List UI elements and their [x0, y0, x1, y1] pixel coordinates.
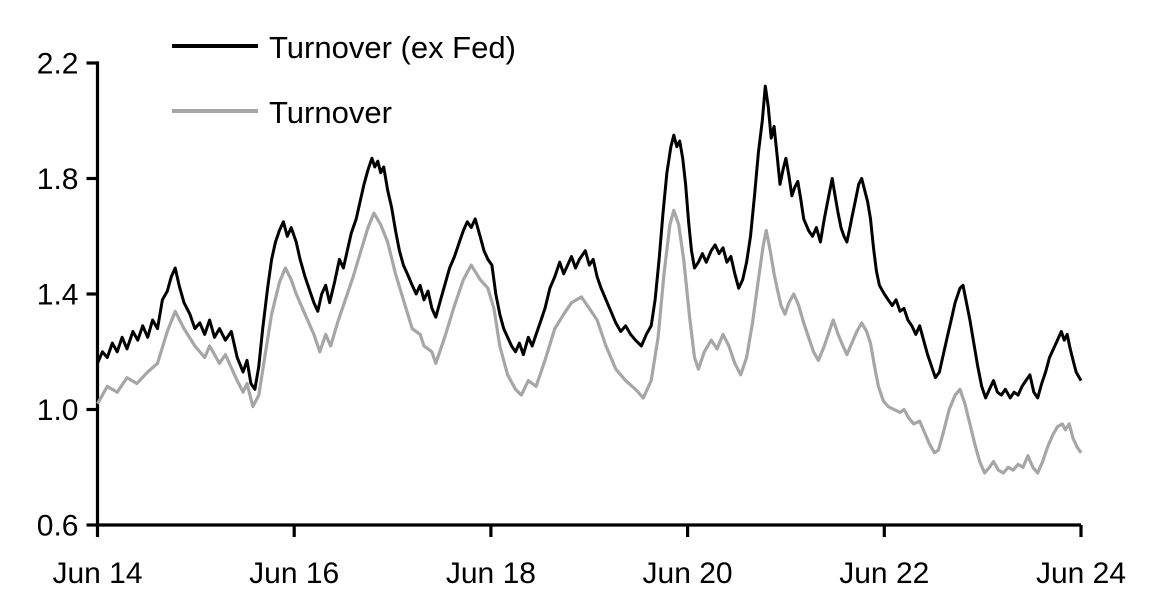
- legend-label-turnover: Turnover: [269, 95, 392, 130]
- legend: Turnover (ex Fed) Turnover: [172, 30, 516, 130]
- y-tick-label: 1.8: [37, 163, 79, 196]
- axes: 0.6 1.0 1.4 1.8 2.2 Jun 14 Jun 16 Jun 18 Jun 20 J…: [37, 48, 1126, 591]
- x-tick-label: Jun 16: [249, 557, 339, 590]
- x-tick-label: Jun 22: [839, 557, 929, 590]
- x-tick-label: Jun 20: [643, 557, 733, 590]
- x-tick-label: Jun 14: [52, 557, 142, 590]
- legend-label-turnover-ex-fed: Turnover (ex Fed): [269, 30, 516, 65]
- axis-spine: [95, 61, 1081, 527]
- series-lines: [96, 84, 1083, 475]
- x-tick-label: Jun 24: [1036, 557, 1126, 590]
- series-line-turnover-ex-fed: [96, 84, 1083, 400]
- y-tick-label: 0.6: [37, 510, 79, 543]
- y-tick-label: 1.0: [37, 394, 79, 427]
- x-tick-label: Jun 18: [446, 557, 536, 590]
- y-tick-label: 2.2: [37, 48, 79, 81]
- y-tick-label: 1.4: [37, 279, 79, 312]
- series-line-turnover: [96, 208, 1083, 475]
